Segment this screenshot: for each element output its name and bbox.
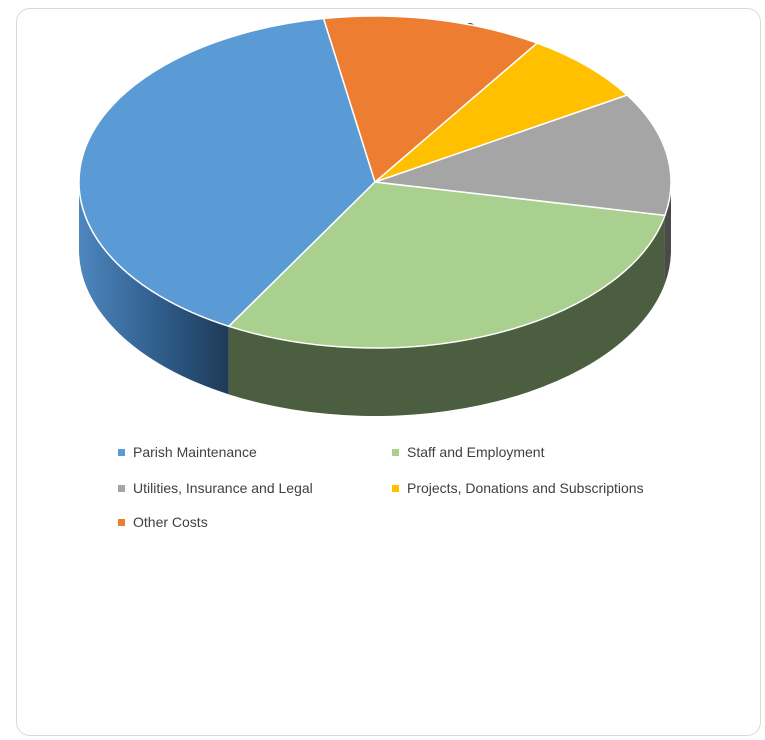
legend-item-projects-donations-and-subscriptions: Projects, Donations and Subscriptions [392,480,644,496]
legend-swatch [118,518,125,526]
pie-side-parish-maintenance [79,182,229,395]
legend-swatch [392,448,399,456]
pie-side-utilities-insurance-and-legal [664,182,671,284]
legend-item-other-costs: Other Costs [118,514,208,530]
pie-slice-projects-donations-and-subscriptions [374,42,628,183]
legend-label: Projects, Donations and Subscriptions [407,480,644,496]
legend-item-utilities-insurance-and-legal: Utilities, Insurance and Legal [118,480,313,496]
pie-slice-parish-maintenance [78,17,376,328]
legend-label: Other Costs [133,514,208,530]
legend-item-staff-and-employment: Staff and Employment [392,444,544,460]
legend-label: Parish Maintenance [133,444,257,460]
pie-slice-staff-and-employment [228,181,666,349]
pie-side-staff-and-employment [228,215,665,416]
legend-swatch [392,484,399,492]
pie-slice-other-costs [322,15,538,183]
legend-swatch [118,484,125,492]
legend-swatch [118,448,125,456]
legend-item-parish-maintenance: Parish Maintenance [118,444,257,460]
legend-label: Staff and Employment [407,444,545,460]
pie-slice-utilities-insurance-and-legal [374,94,672,217]
legend-label: Utilities, Insurance and Legal [133,480,313,496]
